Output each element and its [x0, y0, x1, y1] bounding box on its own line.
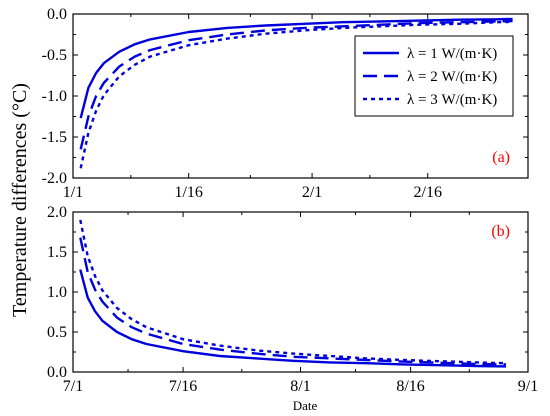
series-line-dashed: [79, 19, 513, 150]
x-tick-label: 7/1: [63, 378, 83, 395]
series-line-solid: [79, 269, 507, 368]
panel-label: (b): [491, 223, 510, 240]
y-tick-label: -1.5: [42, 129, 67, 146]
x-tick-label: 2/1: [302, 184, 322, 201]
legend-entry: λ = 3 W/(m·K): [407, 92, 497, 108]
x-tick-label: 7/16: [169, 378, 197, 395]
panel-label: (a): [492, 149, 510, 166]
x-tick-label: 2/16: [414, 184, 442, 201]
x-tick-label: 9/1: [518, 378, 538, 395]
y-tick-label: 0.5: [47, 324, 67, 341]
y-tick-label: 2.0: [47, 204, 67, 221]
legend-entry: λ = 1 W/(m·K): [407, 46, 497, 62]
y-tick-label: 1.0: [47, 284, 67, 301]
x-tick-label: 1/16: [174, 184, 202, 201]
legend-box: [354, 35, 514, 117]
y-tick-label: -2.0: [42, 170, 67, 187]
x-axis-title: Date: [293, 398, 318, 413]
panel-a: -2.0 -1.5 -1.0 -0.5 0.0 1/1 1/16 2/1 2/16 (a): [42, 6, 529, 201]
x-tick-label: 8/1: [290, 378, 310, 395]
series-line-dashed: [79, 237, 507, 366]
x-tick-label: 1/1: [63, 184, 83, 201]
legend: λ = 1 W/(m·K) λ = 2 W/(m·K) λ = 3 W/(m·K): [354, 35, 514, 117]
series-line-dotted: [79, 219, 507, 365]
plot-frame: [72, 211, 529, 373]
y-axis-title: Temperature differences (°C): [9, 83, 31, 317]
legend-entry: λ = 2 W/(m·K): [407, 69, 497, 85]
series-line-dotted: [79, 20, 513, 169]
y-tick-label: 0.0: [47, 364, 67, 381]
y-tick-label: 0.0: [47, 6, 67, 23]
series-line-solid: [79, 17, 513, 119]
y-tick-label: -0.5: [42, 47, 67, 64]
y-tick-label: 1.5: [47, 244, 67, 261]
x-tick-label: 8/16: [396, 378, 424, 395]
y-tick-label: -1.0: [42, 88, 67, 105]
panel-b: 0.0 0.5 1.0 1.5 2.0 7/1 7/16 8/1 8/16 9/1 (b): [47, 204, 538, 395]
